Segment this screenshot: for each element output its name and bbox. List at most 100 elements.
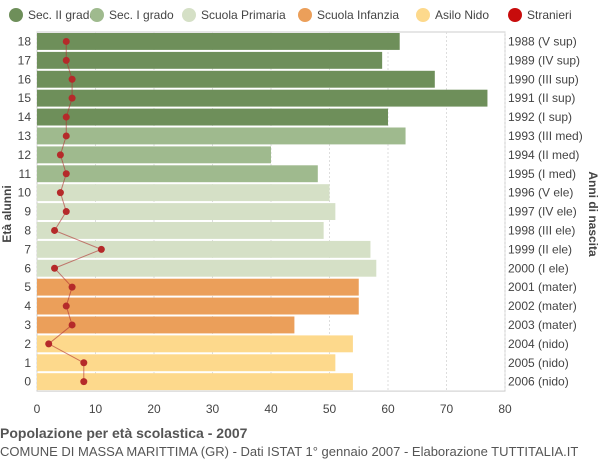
birth-year-label: 2000 (I ele) <box>508 261 569 275</box>
age-label: 9 <box>24 205 31 219</box>
age-label: 0 <box>24 375 31 389</box>
stranieri-point <box>68 321 76 329</box>
x-tick-label: 50 <box>323 402 337 416</box>
legend-marker <box>90 8 104 22</box>
x-tick-label: 10 <box>89 402 103 416</box>
bar <box>37 89 488 107</box>
bar <box>37 203 336 220</box>
birth-year-label: 1998 (III ele) <box>508 223 575 237</box>
stranieri-point <box>62 302 70 310</box>
birth-year-label: 1997 (IV ele) <box>508 205 577 219</box>
birth-year-label: 2001 (mater) <box>508 280 577 294</box>
legend-label: Scuola Primaria <box>201 8 286 22</box>
legend-marker <box>416 8 430 22</box>
bar <box>37 222 324 239</box>
birth-year-label: 1995 (I med) <box>508 167 576 181</box>
stranieri-point <box>68 283 76 291</box>
birth-year-label: 1992 (I sup) <box>508 110 572 124</box>
birth-year-label: 1996 (V ele) <box>508 186 573 200</box>
bar <box>37 297 359 315</box>
x-tick-label: 20 <box>147 402 161 416</box>
legend-marker <box>298 8 312 22</box>
age-label: 10 <box>18 186 32 200</box>
stranieri-point <box>62 37 70 45</box>
legend-marker <box>9 8 23 22</box>
age-label: 14 <box>18 110 32 124</box>
x-tick-label: 70 <box>440 402 454 416</box>
x-tick-label: 0 <box>34 402 41 416</box>
age-label: 8 <box>24 223 31 237</box>
birth-year-label: 1999 (II ele) <box>508 242 572 256</box>
bar <box>37 278 359 296</box>
birth-year-label: 1993 (III med) <box>508 129 583 143</box>
y-axis-title-left: Età alunni <box>0 185 14 242</box>
bar <box>37 240 371 258</box>
birth-year-label: 2002 (mater) <box>508 299 577 313</box>
bar <box>37 33 400 50</box>
age-label: 2 <box>24 337 31 351</box>
age-label: 7 <box>24 242 31 256</box>
birth-year-label: 1988 (V sup) <box>508 34 577 48</box>
age-label: 1 <box>24 356 31 370</box>
birth-year-label: 2006 (nido) <box>508 375 569 389</box>
chart-subtitle: COMUNE DI MASSA MARITTIMA (GR) - Dati IS… <box>0 444 579 459</box>
bar <box>37 165 318 183</box>
birth-year-label: 1989 (IV sup) <box>508 53 580 67</box>
legend-marker <box>508 8 522 22</box>
legend-label: Asilo Nido <box>435 8 489 22</box>
legend-label: Sec. I grado <box>109 8 174 22</box>
chart-title: Popolazione per età scolastica - 2007 <box>0 425 248 441</box>
birth-year-label: 1990 (III sup) <box>508 72 579 86</box>
age-label: 11 <box>19 167 32 181</box>
stranieri-point <box>62 170 70 178</box>
stranieri-series <box>45 37 105 386</box>
stranieri-point <box>62 132 70 140</box>
birth-year-labels: 1988 (V sup) 1989 (IV sup) 1990 (III sup) 1… <box>508 34 583 388</box>
stranieri-point <box>56 151 64 159</box>
bar <box>37 184 330 202</box>
stranieri-point <box>97 245 105 253</box>
stranieri-point <box>80 378 88 386</box>
age-label: 18 <box>18 34 32 48</box>
stranieri-point <box>80 359 88 367</box>
y-axis-title-right: Anni di nascita <box>586 171 600 257</box>
bar <box>37 316 295 334</box>
bar <box>37 259 377 277</box>
stranieri-point <box>45 340 53 348</box>
bar <box>37 335 353 353</box>
x-tick-label: 80 <box>498 402 512 416</box>
bar <box>37 127 406 145</box>
legend-marker <box>182 8 196 22</box>
chart-legend: Sec. II grado Sec. I grado Scuola Primaria… <box>9 8 572 22</box>
stranieri-point <box>62 56 70 64</box>
legend-label: Sec. II grado <box>28 8 96 22</box>
age-label: 17 <box>18 53 32 67</box>
stranieri-point <box>51 264 59 272</box>
x-tick-label: 30 <box>206 402 220 416</box>
stranieri-point <box>68 94 76 102</box>
age-label: 12 <box>18 148 32 162</box>
stranieri-point <box>51 226 59 234</box>
birth-year-label: 2003 (mater) <box>508 318 577 332</box>
age-label: 5 <box>24 280 31 294</box>
age-label: 3 <box>24 318 31 332</box>
stranieri-point <box>62 208 70 216</box>
bar <box>37 146 271 164</box>
birth-year-label: 2005 (nido) <box>508 356 569 370</box>
age-label: 13 <box>18 129 32 143</box>
x-tick-label: 60 <box>381 402 395 416</box>
legend-label: Stranieri <box>527 8 572 22</box>
bars-group <box>37 33 488 391</box>
age-label: 15 <box>18 91 32 105</box>
school-age-population-chart: Sec. II grado Sec. I grado Scuola Primaria… <box>0 8 600 416</box>
stranieri-point <box>68 75 76 83</box>
x-tick-label: 40 <box>264 402 278 416</box>
bar <box>37 373 353 391</box>
bar <box>37 70 435 88</box>
birth-year-label: 1991 (II sup) <box>508 91 575 105</box>
bar <box>37 108 388 126</box>
x-axis-ticks: 0 10 20 30 40 50 60 70 80 <box>34 402 512 416</box>
birth-year-label: 1994 (II med) <box>508 148 579 162</box>
legend-label: Scuola Infanzia <box>317 8 399 22</box>
